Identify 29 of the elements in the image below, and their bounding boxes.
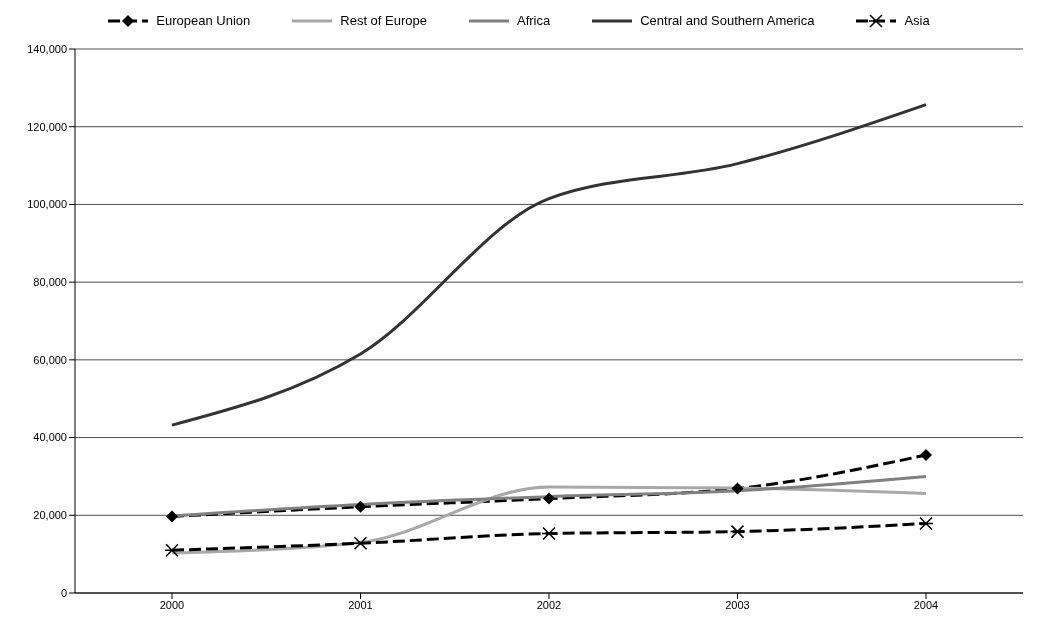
- point: [354, 500, 367, 513]
- x-tick-label: 2002: [536, 598, 562, 611]
- x-tick-label: 2001: [348, 598, 373, 611]
- legend-label: Central and Southern America: [640, 13, 815, 28]
- legend-label: European Union: [156, 13, 251, 28]
- point: [164, 543, 180, 558]
- point: [731, 482, 744, 495]
- legend-label: Rest of Europe: [340, 13, 427, 28]
- point: [352, 536, 369, 551]
- point: [918, 516, 934, 531]
- y-tick-label: 20,000: [33, 509, 67, 522]
- y-tick-label: 80,000: [33, 276, 67, 289]
- y-tick-label: 100,000: [27, 198, 67, 211]
- y-tick-label: 0: [60, 586, 67, 599]
- legend-label: Asia: [904, 13, 930, 28]
- line-series: [170, 103, 928, 427]
- y-tick-label: 40,000: [33, 431, 67, 444]
- y-tick-label: 60,000: [33, 353, 67, 366]
- x-tick-label: 2000: [159, 598, 185, 611]
- legend-label: Africa: [517, 13, 551, 28]
- point: [166, 510, 178, 523]
- x-tick-label: 2003: [725, 598, 750, 611]
- point: [541, 526, 557, 541]
- y-tick-label: 140,000: [27, 42, 67, 55]
- point: [920, 449, 932, 462]
- point: [543, 492, 555, 505]
- y-tick-label: 120,000: [27, 120, 67, 133]
- point: [729, 524, 746, 539]
- x-tick-label: 2004: [913, 598, 939, 611]
